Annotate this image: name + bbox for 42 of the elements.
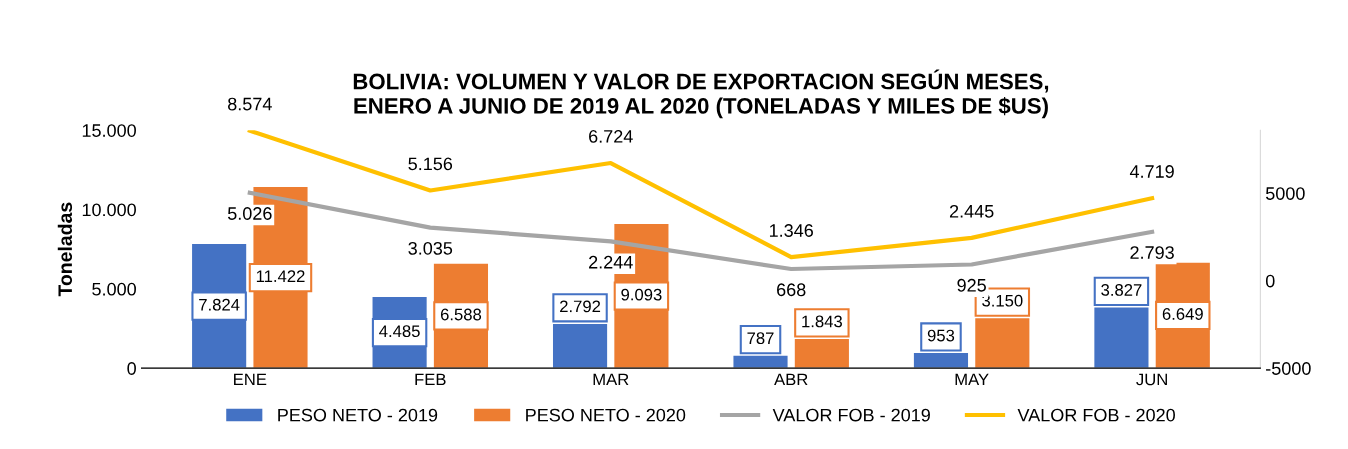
legend-label: PESO NETO - 2020 xyxy=(526,408,686,422)
legend-label: VALOR FOB - 2020 xyxy=(1017,408,1175,422)
data-label: 668 xyxy=(777,283,806,297)
data-label: 6.649 xyxy=(1162,308,1203,320)
data-label: 787 xyxy=(747,332,774,345)
x-tick-label: MAY xyxy=(955,373,989,386)
y2-tick-label: -5000 xyxy=(1266,362,1311,375)
data-label: 4.719 xyxy=(1129,165,1174,178)
data-label: 953 xyxy=(927,329,955,342)
data-label: 5.026 xyxy=(227,207,272,220)
data-label: 1.346 xyxy=(769,224,813,237)
data-label: 9.093 xyxy=(621,288,662,301)
data-label: 2.445 xyxy=(949,204,994,218)
y-tick-label: 15.000 xyxy=(82,124,136,137)
data-label: 5.156 xyxy=(408,157,453,171)
data-label: 1.843 xyxy=(802,315,842,328)
chart-title: BOLIVIA: VOLUMEN Y VALOR DE EXPORTACION SEGÚN MESES, ENERO A JUNIO DE 2019 AL 2020 (TONELADAS Y MILES DE $US) xyxy=(353,69,1049,119)
x-tick-label: MAR xyxy=(593,373,629,386)
y2-tick-label: 0 xyxy=(1265,274,1275,288)
y-tick-label: 5.000 xyxy=(92,282,136,296)
y-tick-label: 0 xyxy=(127,362,136,375)
y-tick-label: 10.000 xyxy=(82,203,136,217)
x-tick-label: ABR xyxy=(774,373,808,386)
x-tick-label: ENE xyxy=(234,373,267,386)
data-label: 2.792 xyxy=(560,300,601,313)
data-label: 2.244 xyxy=(589,255,633,269)
legend-label: PESO NETO - 2019 xyxy=(278,408,438,422)
x-tick-label: FEB xyxy=(415,373,446,386)
y2-tick-label: 5000 xyxy=(1265,187,1305,200)
x-tick-label: JUN xyxy=(1136,373,1167,386)
legend-label: VALOR FOB - 2019 xyxy=(772,408,930,422)
data-label: 6.588 xyxy=(440,308,482,321)
data-label: 6.724 xyxy=(589,130,633,143)
data-label: 3.035 xyxy=(408,241,453,255)
data-label: 7.824 xyxy=(199,298,240,311)
data-label: 4.485 xyxy=(379,325,420,338)
data-label: 8.574 xyxy=(228,97,272,111)
y-axis-title: Toneladas xyxy=(57,202,73,297)
data-label: 2.793 xyxy=(1130,246,1174,259)
data-label: 11.422 xyxy=(256,270,305,282)
data-label: 925 xyxy=(957,278,986,292)
data-label: 3.827 xyxy=(1101,284,1142,296)
